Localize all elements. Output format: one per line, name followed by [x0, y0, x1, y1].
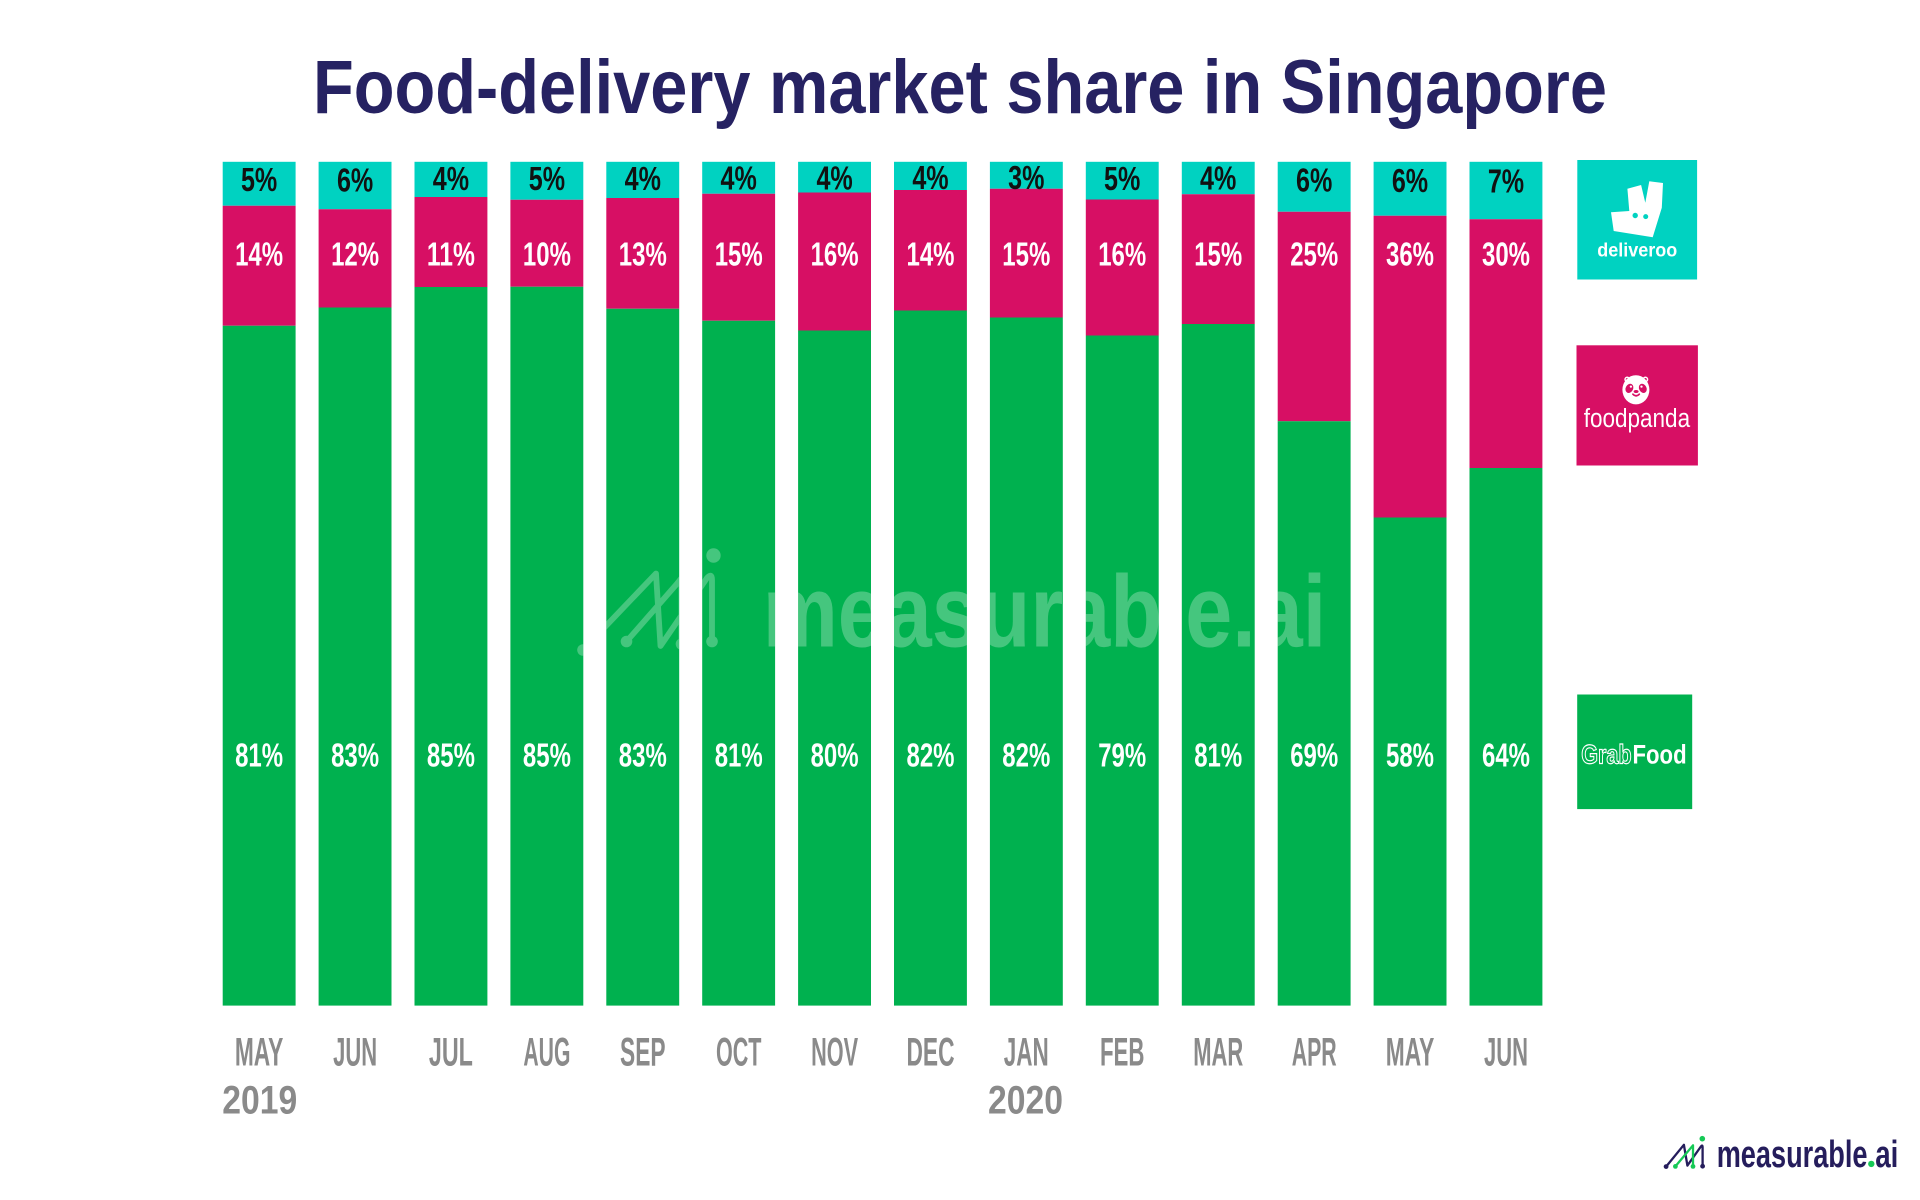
svg-text:JUN: JUN [1484, 1031, 1528, 1075]
svg-text:15%: 15% [715, 235, 763, 272]
svg-text:4%: 4% [625, 160, 661, 197]
svg-text:83%: 83% [331, 737, 379, 774]
svg-text:11%: 11% [427, 235, 475, 272]
svg-text:10%: 10% [523, 235, 571, 272]
svg-text:JUN: JUN [333, 1031, 377, 1075]
svg-text:81%: 81% [1194, 737, 1242, 774]
svg-text:83%: 83% [619, 737, 667, 774]
svg-text:6%: 6% [337, 161, 373, 198]
svg-text:3%: 3% [1008, 159, 1044, 196]
svg-text:64%: 64% [1482, 737, 1530, 774]
svg-text:69%: 69% [1290, 737, 1338, 774]
svg-text:5%: 5% [1104, 160, 1140, 197]
svg-text:81%: 81% [235, 737, 283, 774]
svg-text:14%: 14% [235, 235, 283, 272]
svg-text:58%: 58% [1386, 737, 1434, 774]
svg-text:13%: 13% [619, 235, 667, 272]
svg-text:measurable.ai: measurable.ai [763, 555, 1326, 669]
svg-text:2019: 2019 [222, 1078, 297, 1122]
svg-text:30%: 30% [1482, 235, 1530, 272]
svg-text:4%: 4% [912, 159, 948, 196]
svg-text:AUG: AUG [523, 1031, 570, 1075]
svg-text:Food-delivery market share in: Food-delivery market share in Singapore [313, 45, 1607, 130]
svg-text:79%: 79% [1098, 737, 1146, 774]
svg-text:82%: 82% [907, 737, 955, 774]
svg-text:25%: 25% [1290, 235, 1338, 272]
svg-text:2020: 2020 [988, 1078, 1063, 1122]
svg-text:15%: 15% [1002, 235, 1050, 272]
svg-text:MAR: MAR [1193, 1031, 1243, 1075]
svg-text:4%: 4% [721, 159, 757, 196]
svg-text:5%: 5% [241, 161, 277, 198]
svg-text:OCT: OCT [716, 1031, 762, 1075]
svg-text:4%: 4% [1200, 160, 1236, 197]
svg-text:85%: 85% [427, 737, 475, 774]
svg-text:MAY: MAY [1386, 1031, 1435, 1075]
svg-text:APR: APR [1292, 1031, 1337, 1075]
svg-text:6%: 6% [1296, 162, 1332, 199]
svg-text:5%: 5% [529, 160, 565, 197]
svg-text:6%: 6% [1392, 162, 1428, 199]
svg-text:85%: 85% [523, 737, 571, 774]
svg-text:JAN: JAN [1004, 1031, 1049, 1075]
svg-text:80%: 80% [811, 737, 859, 774]
svg-text:15%: 15% [1194, 235, 1242, 272]
svg-text:measurable: measurable [1717, 1134, 1868, 1176]
svg-text:FEB: FEB [1100, 1031, 1145, 1075]
svg-text:MAY: MAY [235, 1031, 284, 1075]
svg-text:36%: 36% [1386, 235, 1434, 272]
svg-text:SEP: SEP [620, 1031, 666, 1075]
svg-text:4%: 4% [433, 160, 469, 197]
svg-text:7%: 7% [1488, 163, 1524, 200]
svg-text:ai: ai [1875, 1134, 1898, 1176]
svg-text:82%: 82% [1002, 737, 1050, 774]
svg-text:foodpanda: foodpanda [1584, 405, 1691, 433]
svg-text:81%: 81% [715, 737, 763, 774]
svg-text:16%: 16% [811, 235, 859, 272]
svg-text:16%: 16% [1098, 235, 1146, 272]
svg-text:JUL: JUL [429, 1031, 473, 1075]
svg-text:12%: 12% [331, 235, 379, 272]
svg-text:14%: 14% [907, 235, 955, 272]
svg-text:DEC: DEC [907, 1031, 955, 1075]
svg-text:NOV: NOV [811, 1031, 858, 1075]
svg-text:Grab: Grab [1581, 739, 1631, 769]
svg-text:deliveroo: deliveroo [1597, 241, 1677, 262]
svg-text:Food: Food [1633, 739, 1687, 769]
svg-text:4%: 4% [816, 159, 852, 196]
